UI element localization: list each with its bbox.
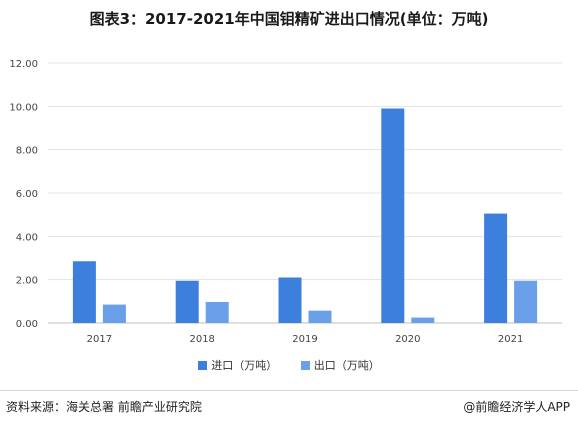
bar-import-2020 bbox=[381, 108, 405, 323]
x-tick-label: 2020 bbox=[395, 334, 420, 345]
legend-item-export: 出口（万吨） bbox=[300, 357, 380, 373]
legend-swatch-export bbox=[300, 360, 310, 370]
bar-export-2021 bbox=[514, 280, 538, 323]
y-tick-label: 4.00 bbox=[16, 232, 38, 243]
legend-label-export: 出口（万吨） bbox=[313, 359, 380, 372]
bar-chart: 0.00 2.00 4.00 6.00 8.00 10.00 12.00 2017 2018 20… bbox=[9, 59, 562, 345]
bar-import-2018 bbox=[175, 280, 199, 323]
legend-swatch-import bbox=[198, 360, 208, 370]
footer-divider bbox=[0, 390, 578, 391]
y-tick-label: 6.00 bbox=[16, 189, 38, 200]
bar-import-2021 bbox=[484, 213, 508, 323]
legend-item-import: 进口（万吨） bbox=[198, 357, 277, 373]
bar-export-2018 bbox=[205, 301, 229, 323]
bar-import-2019 bbox=[278, 277, 302, 323]
bar-export-2020 bbox=[411, 317, 435, 323]
x-tick-label: 2019 bbox=[292, 334, 317, 345]
x-tick-label: 2018 bbox=[189, 334, 214, 345]
legend-label-import: 进口（万吨） bbox=[211, 359, 278, 372]
x-tick-label: 2017 bbox=[87, 334, 112, 345]
y-tick-label: 2.00 bbox=[16, 276, 38, 287]
bar-export-2017 bbox=[102, 304, 126, 323]
source-note: 资料来源：海关总署 前瞻产业研究院 bbox=[6, 400, 202, 414]
x-tick-label: 2021 bbox=[498, 334, 523, 345]
y-tick-label: 12.00 bbox=[9, 59, 38, 70]
y-tick-label: 0.00 bbox=[16, 319, 38, 330]
bar-import-2017 bbox=[72, 261, 96, 323]
chart-legend: 进口（万吨） 出口（万吨） bbox=[0, 357, 578, 373]
brand-credit: @前瞻经济学人APP bbox=[463, 400, 570, 414]
chart-title: 图表3：2017-2021年中国钼精矿进出口情况(单位：万吨) bbox=[89, 10, 489, 28]
y-tick-label: 10.00 bbox=[9, 102, 38, 113]
bar-export-2019 bbox=[308, 310, 332, 323]
y-tick-label: 8.00 bbox=[16, 146, 38, 157]
